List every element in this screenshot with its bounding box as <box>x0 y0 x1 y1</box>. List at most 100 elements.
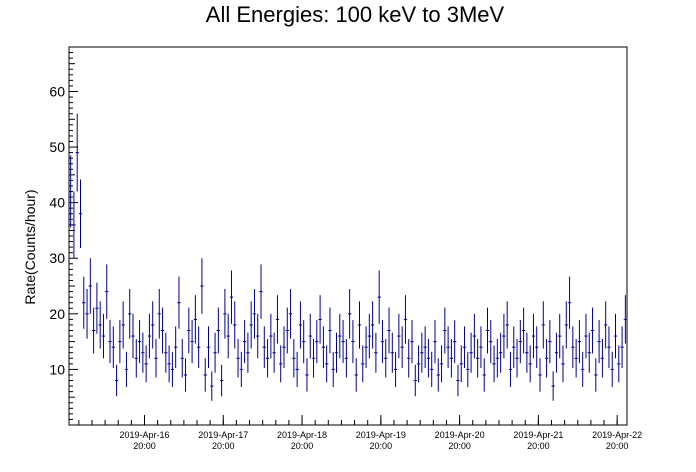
data-point <box>581 351 585 387</box>
x-tick-date: 2019-Apr-16 <box>119 430 169 440</box>
data-point <box>180 339 184 378</box>
data-point <box>141 332 145 373</box>
plot-frame <box>68 46 628 426</box>
data-point <box>377 270 381 324</box>
data-point <box>502 313 506 359</box>
data-point <box>515 339 519 378</box>
data-point <box>472 313 477 359</box>
data-point <box>351 320 355 364</box>
y-tick-label: 30 <box>49 250 65 266</box>
data-point <box>403 295 408 344</box>
data-point <box>318 295 322 344</box>
data-point <box>137 320 142 364</box>
data-point <box>439 345 444 383</box>
data-point <box>420 332 424 373</box>
data-point <box>538 358 542 392</box>
x-axis: 2019-Apr-1620:002019-Apr-1720:002019-Apr… <box>78 415 642 451</box>
data-point <box>288 288 293 339</box>
data-point <box>282 326 286 368</box>
data-point <box>620 326 624 368</box>
x-tick-time: 20:00 <box>291 441 314 451</box>
data-point <box>407 339 411 378</box>
data-point <box>558 313 562 359</box>
data-point <box>69 155 73 228</box>
data-point <box>183 358 188 392</box>
data-point <box>397 313 401 359</box>
data-point <box>82 276 86 329</box>
data-point <box>380 320 385 364</box>
data-point <box>600 339 605 378</box>
data-point <box>607 326 611 368</box>
data-point <box>370 301 375 349</box>
data-point <box>78 179 83 249</box>
data-point <box>246 332 250 373</box>
data-point <box>229 270 234 324</box>
data-point <box>623 295 627 344</box>
data-point <box>134 339 138 378</box>
data-point <box>567 276 572 329</box>
data-point <box>535 326 539 368</box>
data-point <box>193 295 198 344</box>
data-point <box>476 339 480 378</box>
y-tick-label: 10 <box>49 361 65 377</box>
data-point <box>311 339 316 378</box>
data-point <box>489 320 493 364</box>
x-tick-time: 20:00 <box>212 441 235 451</box>
x-tick-time: 20:00 <box>606 441 629 451</box>
data-point <box>498 332 503 373</box>
data-point <box>321 326 326 368</box>
data-point <box>571 326 575 368</box>
data-point <box>174 326 178 368</box>
data-point <box>151 301 155 349</box>
data-point <box>160 307 165 354</box>
data-point <box>361 345 365 383</box>
data-point <box>121 301 125 349</box>
data-point <box>528 345 532 383</box>
data-point <box>219 364 224 397</box>
data-point <box>203 358 207 392</box>
data-point <box>101 313 106 359</box>
x-tick-time: 20:00 <box>527 441 550 451</box>
x-tick-date: 2019-Apr-21 <box>513 430 563 440</box>
x-tick-date: 2019-Apr-17 <box>198 430 248 440</box>
data-series <box>69 113 627 401</box>
data-point <box>252 288 257 339</box>
data-point <box>430 351 434 387</box>
x-tick-time: 20:00 <box>448 441 471 451</box>
data-point <box>554 332 559 373</box>
data-point <box>315 320 319 364</box>
data-point <box>114 364 119 397</box>
y-axis: 10 20 30 40 50 60 <box>49 46 78 420</box>
data-point <box>177 276 181 329</box>
data-point <box>393 351 398 387</box>
data-point <box>170 351 175 387</box>
data-point <box>590 307 595 354</box>
data-point <box>561 345 565 383</box>
data-point <box>187 307 191 354</box>
data-point <box>354 358 358 392</box>
data-point <box>305 358 309 392</box>
data-point <box>597 320 601 364</box>
data-point <box>341 320 345 364</box>
data-point <box>479 326 483 368</box>
data-point <box>328 307 332 354</box>
data-point <box>131 313 135 359</box>
data-point <box>577 320 582 364</box>
data-point <box>390 332 394 373</box>
data-point <box>426 339 431 378</box>
data-point <box>98 301 102 349</box>
data-point <box>295 351 299 387</box>
x-tick-time: 20:00 <box>370 441 393 451</box>
data-point <box>216 307 220 354</box>
data-point <box>548 320 552 364</box>
data-point <box>400 326 404 368</box>
data-point <box>206 326 211 368</box>
data-point <box>331 351 335 387</box>
data-point <box>302 320 306 364</box>
data-point <box>433 320 437 364</box>
data-point <box>85 288 89 339</box>
data-point <box>256 313 260 359</box>
x-tick-date: 2019-Apr-19 <box>356 430 406 440</box>
data-point <box>410 320 414 364</box>
data-point <box>154 339 158 378</box>
